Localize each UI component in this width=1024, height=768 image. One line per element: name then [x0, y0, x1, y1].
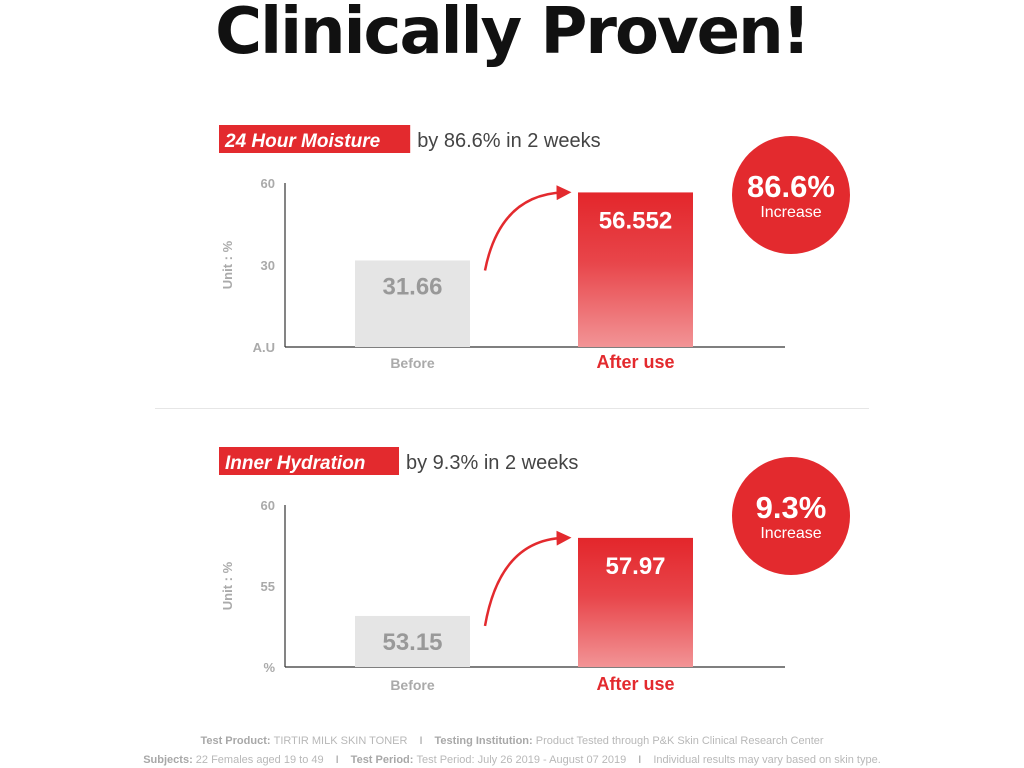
bar-before	[355, 260, 470, 347]
footer-label: Subjects:	[143, 754, 196, 766]
chart-title-rest: by 9.3% in 2 weeks	[406, 452, 578, 474]
footer-label: Test Period:	[350, 754, 417, 766]
badge-text: Increase	[760, 204, 821, 221]
bar-before	[355, 615, 470, 667]
x-tick-label: Before	[390, 355, 435, 371]
bar-value-label: 56.552	[599, 207, 672, 234]
bar-value-label: 53.15	[382, 629, 442, 656]
footer-label: Testing Institution:	[434, 735, 536, 747]
footer-separator: I	[335, 754, 339, 766]
chart-title-highlight-box	[219, 447, 399, 475]
badge-value: 86.6%	[747, 169, 835, 204]
y-axis-label: Unit : %	[220, 240, 235, 289]
x-tick-label: Before	[390, 677, 435, 693]
increase-arrow	[483, 530, 572, 627]
y-tick-label: 30	[261, 258, 275, 273]
chart-title-highlight: 24 Hour Moisture	[224, 131, 381, 152]
footer-value: Individual results may vary based on ski…	[653, 754, 881, 766]
x-tick-label: After use	[596, 352, 674, 372]
y-tick-label: A.U	[253, 340, 275, 355]
bar-after	[578, 192, 693, 347]
bar-after	[578, 537, 693, 667]
chart-title-rest: by 86.6% in 2 weeks	[417, 130, 600, 152]
x-tick-label: After use	[596, 674, 674, 694]
footer-separator: I	[638, 754, 642, 766]
increase-arrow	[483, 185, 572, 271]
badge-value: 9.3%	[756, 490, 827, 525]
footer-line-1: Test Product: TIRTIR MILK SKIN TONER I Tes…	[0, 735, 1024, 747]
footer-value: Product Tested through P&K Skin Clinical…	[535, 735, 824, 747]
y-tick-label: 55	[261, 579, 275, 594]
bar-value-label: 31.66	[382, 273, 442, 300]
footer-separator: I	[419, 735, 423, 747]
footer-value: Test Period: July 26 2019 - August 07 20…	[416, 754, 627, 766]
increase-badge	[732, 136, 850, 254]
footer-value: 22 Females aged 19 to 49	[195, 754, 324, 766]
y-tick-label: %	[263, 660, 275, 675]
chart-title-highlight: Inner Hydration	[225, 453, 365, 474]
bar-value-label: 57.97	[605, 553, 665, 580]
y-tick-label: 60	[261, 498, 275, 513]
badge-text: Increase	[760, 525, 821, 542]
footer-value: TIRTIR MILK SKIN TONER	[273, 735, 408, 747]
chart-title-highlight-box	[219, 125, 411, 153]
footer-label: Test Product:	[200, 735, 274, 747]
y-axis-label: Unit : %	[220, 561, 235, 610]
section-divider	[155, 408, 869, 409]
y-tick-label: 60	[261, 176, 275, 191]
page-title: Clinically Proven!	[215, 0, 811, 69]
footer-line-2: Subjects: 22 Females aged 19 to 49 I Test …	[0, 754, 1024, 766]
increase-badge	[732, 457, 850, 575]
